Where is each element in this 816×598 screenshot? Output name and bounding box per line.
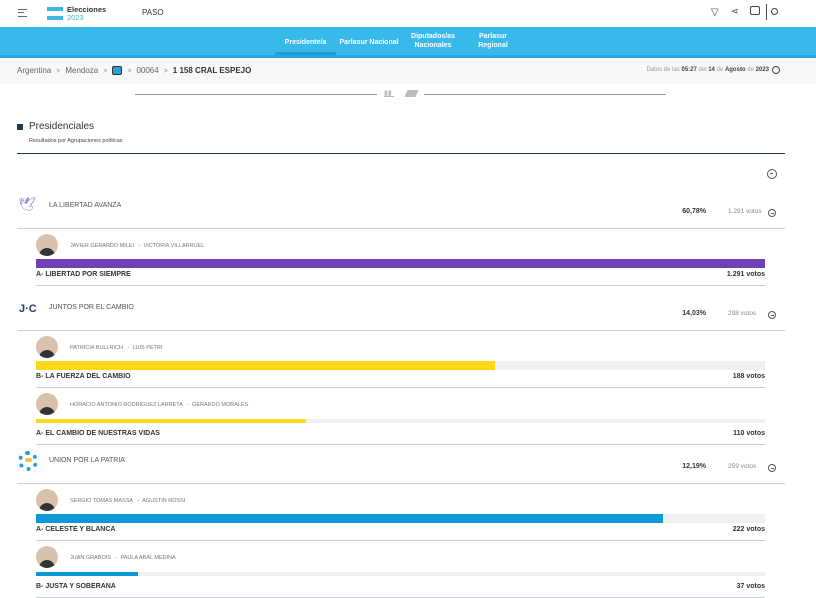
breadcrumb: Argentina > Mendoza > >00064 >1 158 CRAL ESPE…	[0, 58, 816, 84]
party-name: UNION POR LA PATRIA	[49, 457, 125, 464]
share-icon[interactable]: ⋖	[731, 6, 739, 16]
party-divider	[17, 330, 785, 331]
candidate-photo	[36, 234, 58, 256]
party-percent: 12,19%	[682, 463, 706, 470]
party-percent: 60,78%	[682, 208, 706, 215]
vote-bar-fill	[36, 419, 306, 423]
list-votes: 110 votos	[733, 430, 765, 437]
list-name: A- LIBERTAD POR SIEMPRE	[36, 271, 131, 278]
candidate-photo	[36, 489, 58, 511]
collapse-party-icon[interactable]	[768, 209, 776, 217]
vote-bar	[36, 419, 765, 423]
party-name: JUNTOS POR EL CAMBIO	[49, 304, 134, 311]
top-header: Elecciones 2023 PASO ▽ ⋖	[0, 0, 816, 27]
breadcrumb-circuit[interactable]: 00064	[136, 66, 159, 75]
vote-bar	[36, 259, 765, 268]
section-subtitle: Resultados por Agrupaciones políticas	[29, 138, 123, 144]
list-name: A- EL CAMBIO DE NUESTRAS VIDAS	[36, 430, 160, 437]
list-divider	[36, 444, 765, 445]
section-divider	[17, 153, 785, 154]
party-divider	[17, 228, 785, 229]
party-divider	[17, 483, 785, 484]
collapse-all-icon[interactable]	[767, 169, 777, 179]
party-percent: 14,03%	[682, 310, 706, 317]
breadcrumb-argentina[interactable]: Argentina	[17, 66, 52, 75]
list-divider	[36, 285, 765, 286]
election-type: PASO	[142, 8, 164, 17]
breadcrumb-separator: >	[163, 68, 168, 75]
nav-bar: Presidente/a Parlasur Nacional Diputados…	[0, 27, 816, 58]
view-separator	[135, 94, 377, 95]
tab-parlasur-nacional[interactable]: Parlasur Nacional	[339, 39, 399, 46]
list-divider	[36, 387, 765, 388]
list-votes: 1.291 votos	[726, 271, 765, 278]
party-votes: 1.291 votos	[728, 208, 762, 215]
view-separator	[424, 94, 666, 95]
vote-bar	[36, 514, 765, 523]
breadcrumb-separator: >	[103, 68, 108, 75]
vote-bar-fill	[36, 514, 663, 523]
list-name: B- LA FUERZA DEL CAMBIO	[36, 373, 131, 380]
list-name: A- CELESTE Y BLANCA	[36, 526, 116, 533]
party-votes: 298 votos	[728, 310, 757, 317]
list-votes: 222 votos	[732, 526, 765, 533]
list-divider	[36, 540, 765, 541]
candidate-photo	[36, 546, 58, 568]
list-votes: 188 votos	[732, 373, 765, 380]
candidate-photo	[36, 336, 58, 358]
tab-presidente[interactable]: Presidente/a	[275, 27, 336, 55]
candidate-names: PATRICIA BULLRICH - LUIS PETRI	[70, 345, 163, 351]
print-icon[interactable]	[750, 6, 760, 15]
list-votes: 37 votos	[736, 583, 765, 590]
refresh-icon[interactable]	[772, 66, 780, 74]
dove-logo: 🕊	[18, 196, 36, 212]
jxc-logo: J·C	[19, 303, 37, 315]
breadcrumb-separator: >	[127, 68, 132, 75]
party-votes: 259 votos	[728, 463, 757, 470]
bar-chart-view-icon[interactable]: ▮▮	[384, 89, 394, 97]
tab-diputados[interactable]: Diputados/as Nacionales	[411, 33, 455, 49]
brand-year: 2023	[67, 13, 84, 22]
filter-icon[interactable]: ▽	[711, 7, 719, 18]
candidate-names: JAVIER GERARDO MILEI - VICTORIA VILLARRU…	[70, 243, 205, 249]
search-icon[interactable]	[771, 8, 778, 15]
breadcrumb-separator: >	[56, 68, 61, 75]
breadcrumb-dropdown[interactable]	[112, 66, 123, 76]
brand-title: Elecciones	[67, 5, 107, 14]
candidate-photo	[36, 393, 58, 415]
divider	[766, 4, 767, 20]
vote-bar-fill	[36, 259, 765, 268]
sun-logo	[18, 451, 38, 471]
candidate-names: JUAN GRABOIS - PAULA ABAL MEDINA	[70, 555, 176, 561]
vote-bar	[36, 361, 765, 370]
vote-bar-fill	[36, 572, 139, 576]
breadcrumb-mendoza[interactable]: Mendoza	[65, 66, 99, 75]
vote-bar-fill	[36, 361, 496, 370]
flag-icon	[47, 7, 63, 11]
collapse-party-icon[interactable]	[768, 464, 776, 472]
collapse-party-icon[interactable]	[768, 311, 776, 319]
section-marker	[17, 124, 23, 130]
tab-parlasur-regional[interactable]: Parlasur Regional	[478, 33, 508, 49]
candidate-names: SERGIO TOMAS MASSA - AGUSTIN ROSSI	[70, 498, 186, 504]
candidate-names: HORACIO ANTONIO RODRIGUEZ LARRETA - GERA…	[70, 402, 249, 408]
list-name: B- JUSTA Y SOBERANA	[36, 583, 116, 590]
breadcrumb-current: 1 158 CRAL ESPEJO	[172, 66, 252, 75]
party-name: LA LIBERTAD AVANZA	[49, 202, 122, 209]
menu-icon[interactable]	[18, 9, 27, 17]
vote-bar	[36, 572, 765, 576]
map-view-icon[interactable]	[404, 90, 419, 97]
section-title: Presidenciales	[29, 121, 95, 132]
update-time: Datos de las 05:27 del 14 de Agosto de 2…	[646, 67, 769, 73]
